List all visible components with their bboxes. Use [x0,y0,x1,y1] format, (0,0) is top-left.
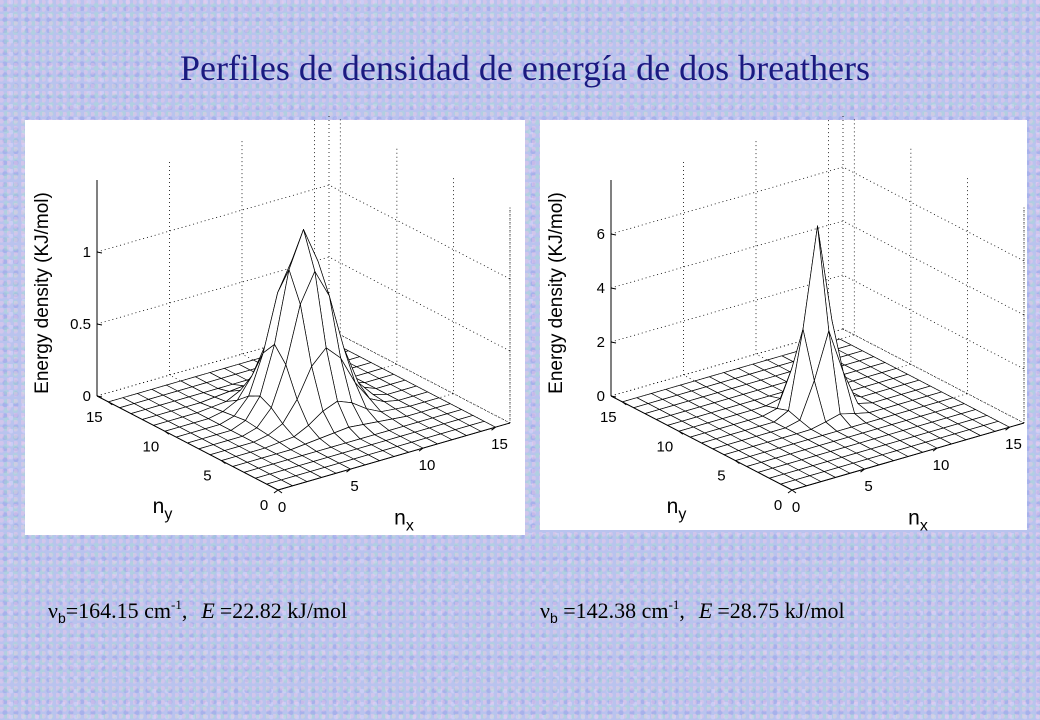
tick-mark [96,251,103,254]
tick-mark [610,233,617,236]
x-tick-label: 15 [491,436,508,453]
z-tick-label: 6 [597,226,605,243]
z-tick-label: 0.5 [70,316,91,333]
x-axis-label-main: n [908,507,920,530]
caption-sep: , [679,598,685,623]
z-tick-label: 1 [83,244,91,261]
caption-var: E [698,598,713,623]
y-tick-label: 10 [657,438,674,455]
y-tick-label: 5 [203,468,211,485]
caption-text: =142.38 cm [558,598,669,623]
x-axis-label: nx [394,507,414,535]
x-tick-label: 10 [419,457,436,474]
tick-mark [791,489,797,494]
y-tick-label: 0 [260,497,268,514]
tick-mark [277,489,283,494]
grid-line [610,220,1025,316]
axis-line [610,395,793,491]
y-tick-label: 0 [774,497,782,514]
x-tick-label: 10 [933,457,950,474]
caption: νb =142.38 cm-1, E =28.75 kJ/mol [540,597,845,626]
axis-line [277,422,511,491]
z-tick-label: 4 [597,280,605,297]
x-tick-label: 5 [350,478,358,495]
x-tick-label: 5 [864,478,872,495]
y-tick-label: 5 [717,468,725,485]
caption-sup: -1 [171,597,182,612]
grid-line [610,274,1025,370]
caption-sub: b [550,610,558,626]
y-tick-label: 10 [143,438,160,455]
caption-symbol: ν [48,598,58,623]
x-tick-label: 0 [278,499,286,516]
z-tick-label: 0 [83,388,91,405]
x-axis-label-sub: x [406,518,414,535]
y-axis-label-sub: y [164,506,172,523]
caption-sub: b [58,610,66,626]
z-axis-label: Energy density (KJ/mol) [32,192,53,394]
caption-symbol: ν [540,598,550,623]
tick-mark [610,287,617,290]
grid-line [96,328,511,424]
y-axis-label: ny [667,495,687,523]
y-axis-label-main: n [667,495,679,518]
axis-line [791,422,1025,491]
caption-text: =164.15 cm [66,598,171,623]
caption: νb=164.15 cm-1, E =22.82 kJ/mol [48,597,347,626]
tick-mark [96,323,103,326]
x-axis-label-main: n [394,507,406,530]
title: Perfiles de densidad de energía de dos b… [180,48,870,88]
axis-line [96,395,279,491]
grid-line [96,256,511,352]
x-tick-label: 0 [792,499,800,516]
caption-rest: =22.82 kJ/mol [220,598,347,623]
grid-line [96,184,511,280]
tick-mark [610,341,617,344]
y-axis-label-sub: y [678,506,686,523]
grid-line [610,328,1025,424]
z-tick-label: 2 [597,334,605,351]
tick-mark [787,489,793,494]
x-axis-label-sub: x [920,518,928,535]
y-tick-label: 15 [86,409,103,426]
caption-rest: =28.75 kJ/mol [717,598,844,623]
caption-sep: , [182,598,188,623]
y-tick-label: 15 [600,409,617,426]
z-axis-label: Energy density (KJ/mol) [546,192,567,394]
x-axis-label: nx [908,507,928,535]
caption-sup: -1 [669,597,680,612]
z-tick-label: 0 [597,388,605,405]
caption-var: E [200,598,215,623]
y-axis-label-main: n [153,495,165,518]
grid-line [610,166,1025,262]
x-tick-label: 15 [1005,436,1022,453]
tick-mark [273,489,279,494]
y-axis-label: ny [153,495,173,523]
